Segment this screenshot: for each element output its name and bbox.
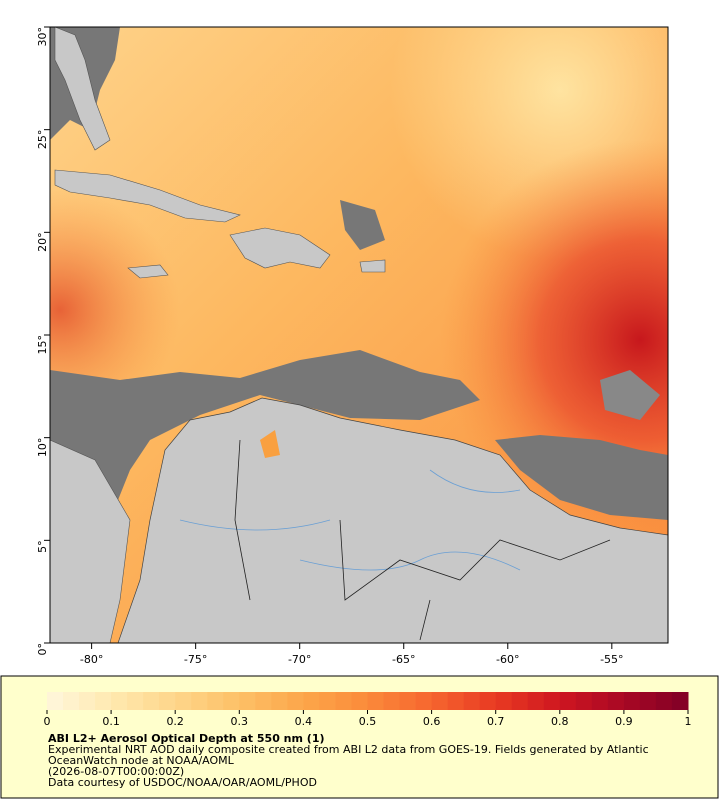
colorbar-cell (575, 692, 593, 710)
colorbar-cell (175, 692, 192, 710)
colorbar-tick-label: 0.3 (231, 715, 249, 728)
y-tick-label: 25° (36, 130, 49, 150)
colorbar-cell (287, 692, 304, 710)
colorbar-cell (591, 692, 609, 710)
colorbar-tick-label: 0.9 (615, 715, 633, 728)
lake-maracaibo (260, 430, 280, 458)
colorbar-tick-label: 0.8 (551, 715, 569, 728)
colorbar-cell (463, 692, 481, 710)
colorbar-cell (431, 692, 449, 710)
colorbar-tick-label: 0.5 (359, 715, 377, 728)
no-data (50, 350, 480, 643)
colorbar-cell (543, 692, 561, 710)
y-tick-label: 5° (36, 540, 49, 553)
colorbar-cell (495, 692, 513, 710)
colorbar-cell (319, 692, 336, 710)
caption-line: OceanWatch node at NOAA/AOML (48, 754, 235, 767)
colorbar-cell (127, 692, 144, 710)
no-data (600, 370, 660, 420)
caption-line: (2026-08-07T00:00:00Z) (48, 765, 184, 778)
colorbar-cell (559, 692, 577, 710)
colorbar-cell (623, 692, 641, 710)
colorbar-cell (255, 692, 272, 710)
colorbar-cell (271, 692, 288, 710)
x-tick-label: -80° (80, 653, 103, 666)
y-tick-label: 30° (36, 27, 49, 47)
borders (234, 439, 611, 641)
central-america (50, 439, 131, 643)
x-tick-label: -75° (184, 653, 207, 666)
y-tick-label: 10° (36, 438, 49, 458)
y-tick-label: 15° (36, 335, 49, 355)
x-tick-label: -60° (496, 653, 519, 666)
colorbar-cell (367, 692, 385, 710)
colorbar-cell (223, 692, 240, 710)
colorbar-cell (207, 692, 224, 710)
colorbar-cell (415, 692, 433, 710)
colorbar-tick-label: 1 (685, 715, 692, 728)
colorbar-cell (79, 692, 96, 710)
colorbar-cell (527, 692, 545, 710)
caption-line: Data courtesy of USDOC/NOAA/OAR/AOML/PHO… (48, 776, 317, 789)
colorbar-cell (655, 692, 673, 710)
colorbar-cell (63, 692, 80, 710)
colorbar-cell (351, 692, 368, 710)
colorbar-cell (143, 692, 160, 710)
colorbar-cell (511, 692, 529, 710)
x-tick-label: -65° (392, 653, 415, 666)
colorbar-cell (47, 692, 64, 710)
no-data (340, 200, 385, 250)
colorbar-cell (303, 692, 320, 710)
puerto-rico (359, 259, 386, 273)
south-america (117, 397, 668, 643)
colorbar: 0 0.1 0.2 0.3 0.4 0.5 0.6 0.7 0.8 0.9 1 (44, 692, 692, 728)
colorbar-cell (671, 692, 689, 710)
colorbar-cell (383, 692, 401, 710)
colorbar-tick-label: 0.2 (166, 715, 184, 728)
hispaniola (229, 227, 331, 269)
no-data (495, 435, 668, 520)
colorbar-cell (639, 692, 657, 710)
colorbar-cell (447, 692, 465, 710)
x-tick-label: -55° (600, 653, 623, 666)
colorbar-cell (607, 692, 625, 710)
colorbar-tick-label: 0.6 (423, 715, 441, 728)
colorbar-tick-label: 0.1 (102, 715, 120, 728)
y-tick-label: 20° (36, 232, 49, 252)
colorbar-cell (479, 692, 497, 710)
florida (54, 27, 111, 151)
colorbar-cell (191, 692, 208, 710)
colorbar-cell (399, 692, 417, 710)
y-tick-label: 0° (36, 643, 49, 656)
colorbar-cell (111, 692, 128, 710)
colorbar-cell (95, 692, 112, 710)
colorbar-tick-label: 0 (44, 715, 51, 728)
caption-line: Experimental NRT AOD daily composite cre… (48, 743, 649, 756)
cuba (54, 169, 241, 223)
colorbar-cell (159, 692, 176, 710)
axes: -80° -75° -70° -65° -60° -55° 0° 5° 10° 15° 20° 25°… (36, 26, 624, 666)
colorbar-tick-label: 0.4 (295, 715, 313, 728)
caption-title: ABI L2+ Aerosol Optical Depth at 550 nm … (48, 732, 325, 745)
map-area (50, 27, 668, 643)
colorbar-cell (239, 692, 256, 710)
colorbar-cell (335, 692, 352, 710)
jamaica (127, 264, 169, 279)
colorbar-tick-label: 0.7 (487, 715, 505, 728)
x-tick-label: -70° (288, 653, 311, 666)
